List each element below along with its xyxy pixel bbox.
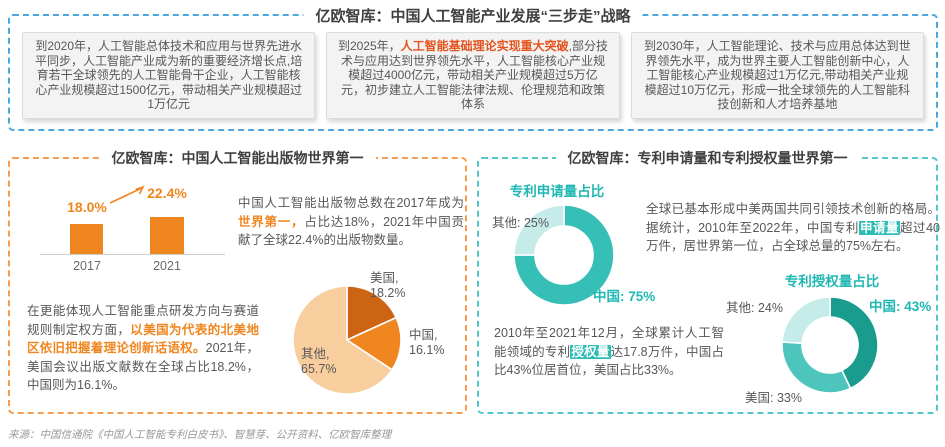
bar-category-2021: 2021 (153, 259, 181, 273)
patents-section-title: 亿欧智库：专利申请量和专利授权量世界第一 (555, 148, 860, 168)
donut2-label-others: 其他: 24% (726, 301, 783, 315)
bar-axis-line (40, 254, 225, 255)
patent-applications-chart-title: 专利申请量占比 (509, 184, 605, 199)
page-title: 亿欧智库：中国人工智能产业发展“三步走”战略 (303, 5, 643, 26)
patents-section: 亿欧智库：专利申请量和专利授权量世界第一 专利申请量占比 其他: 25% 中国:… (477, 148, 940, 414)
milestone-box-2025: 到2025年，人工智能基础理论实现重大突破,部分技术与应用达到世界领先水平，人工… (326, 32, 620, 119)
growth-arrow-icon (109, 185, 145, 204)
publications-para-1: 中国人工智能出版物总数在2017年成为世界第一，占比达18%，2021年中国贡献… (238, 194, 464, 250)
source-note: 来源：中国信通院《中国人工智能专利白皮书》、智慧芽、公开资料、亿欧智库整理 (8, 429, 392, 441)
pie-label-us: 美国, 18.2% (370, 271, 406, 300)
para-text: 中国人工智能出版物总数在2017年成为 (238, 196, 464, 210)
donut2-label-china: 中国: 43% (869, 299, 932, 314)
slice-其他 (781, 296, 831, 345)
para-highlight: 世界第一， (238, 214, 305, 229)
bar-value-label-2021: 22.4% (147, 185, 187, 201)
slice-美国 (781, 341, 852, 394)
patent-grants-donut-chart (781, 296, 879, 394)
milestone-text: 到2030年，人工智能理论、技术与应用总体达到世界领先水平，成为世界主要人工智能… (643, 39, 911, 111)
slice-中国 (829, 296, 879, 390)
publications-section: 亿欧智库：中国人工智能出版物世界第一 18.0% 22.4% 2017 2021… (8, 148, 467, 414)
milestone-box-2030: 到2030年，人工智能理论、技术与应用总体达到世界领先水平，成为世界主要人工智能… (630, 32, 924, 119)
slice-中国 (346, 316, 402, 371)
bar-2017 (70, 224, 103, 254)
bar-value-label-2017: 18.0% (67, 199, 107, 215)
para-text: 在更能体现人工智能重点研发方向与赛道规则制定权方面， (27, 304, 259, 337)
bar-category-2017: 2017 (73, 259, 101, 273)
donut1-label-china: 中国: 75% (593, 289, 656, 304)
milestone-box-2020: 到2020年，人工智能总体技术和应用与世界先进水平同步，人工智能产业成为新的重要… (22, 32, 316, 119)
slice-美国 (346, 285, 397, 341)
para-text: 2021年，美国会议出版文献数在全球占比18.2%，中国则为16.1%。 (27, 341, 259, 392)
milestone-text: 到2020年，人工智能总体技术和应用与世界先进水平同步，人工智能产业成为新的重要… (34, 39, 303, 111)
donut2-label-us: 美国: 33% (745, 391, 802, 405)
milestone-text: ,部分技术与应用达到世界领先水平，人工智能核心产业规模超过4000亿元，带动相关… (340, 39, 609, 111)
para-highlight: 授权量 (570, 344, 611, 359)
milestone-boxes-row: 到2020年，人工智能总体技术和应用与世界先进水平同步，人工智能产业成为新的重要… (10, 16, 936, 119)
publications-pie-chart (292, 285, 402, 395)
three-step-strategy-section: 亿欧智库：中国人工智能产业发展“三步走”战略 到2020年，人工智能总体技术和应… (8, 5, 938, 131)
patent-applications-donut-chart (513, 204, 615, 306)
patents-para-2: 2010年至2021年12月，全球累计人工智能领域的专利授权量达17.8万件，中… (494, 324, 724, 380)
bar-2021 (150, 217, 184, 254)
pie-label-others: 其他, 65.7% (301, 347, 337, 376)
para-text: 全球已基本形成中美两国共同引领技术创新的格局。据统计，2010年至2022年，中… (646, 202, 940, 235)
milestone-text: 到2025年， (337, 39, 401, 53)
para-highlight: 以美国为代表的北美地区依旧把握着理论创新话语权。 (27, 322, 259, 356)
donut1-label-others: 其他: 25% (492, 216, 549, 230)
pie-label-china: 中国, 16.1% (409, 328, 445, 357)
slice-中国 (513, 204, 615, 306)
para-highlight: 申请量 (858, 220, 901, 235)
patent-grants-chart-title: 专利授权量占比 (784, 274, 880, 289)
para-text: 达17.8万件，中国占比43%位居首位，美国占比33%。 (494, 344, 724, 378)
publications-para-2: 在更能体现人工智能重点研发方向与赛道规则制定权方面，以美国为代表的北美地区依旧把… (27, 302, 259, 395)
patents-para-1: 全球已基本形成中美两国共同引领技术创新的格局。据统计，2010年至2022年，中… (646, 200, 940, 256)
para-text: 2010年至2021年12月，全球累计人工智能领域的专利 (494, 326, 724, 359)
slice-其他 (513, 204, 565, 256)
publications-bar-chart (10, 159, 240, 254)
slice-其他 (292, 285, 393, 395)
para-text: 超过40万件，居世界第一位，占全球总量的75%左右。 (646, 220, 940, 254)
publications-section-title: 亿欧智库：中国人工智能出版物世界第一 (99, 148, 376, 168)
milestone-highlight: 人工智能基础理论实现重大突破 (400, 39, 569, 53)
para-text: 占比达18%，2021年中国贡献了全球22.4%的出版物数量。 (238, 214, 464, 248)
